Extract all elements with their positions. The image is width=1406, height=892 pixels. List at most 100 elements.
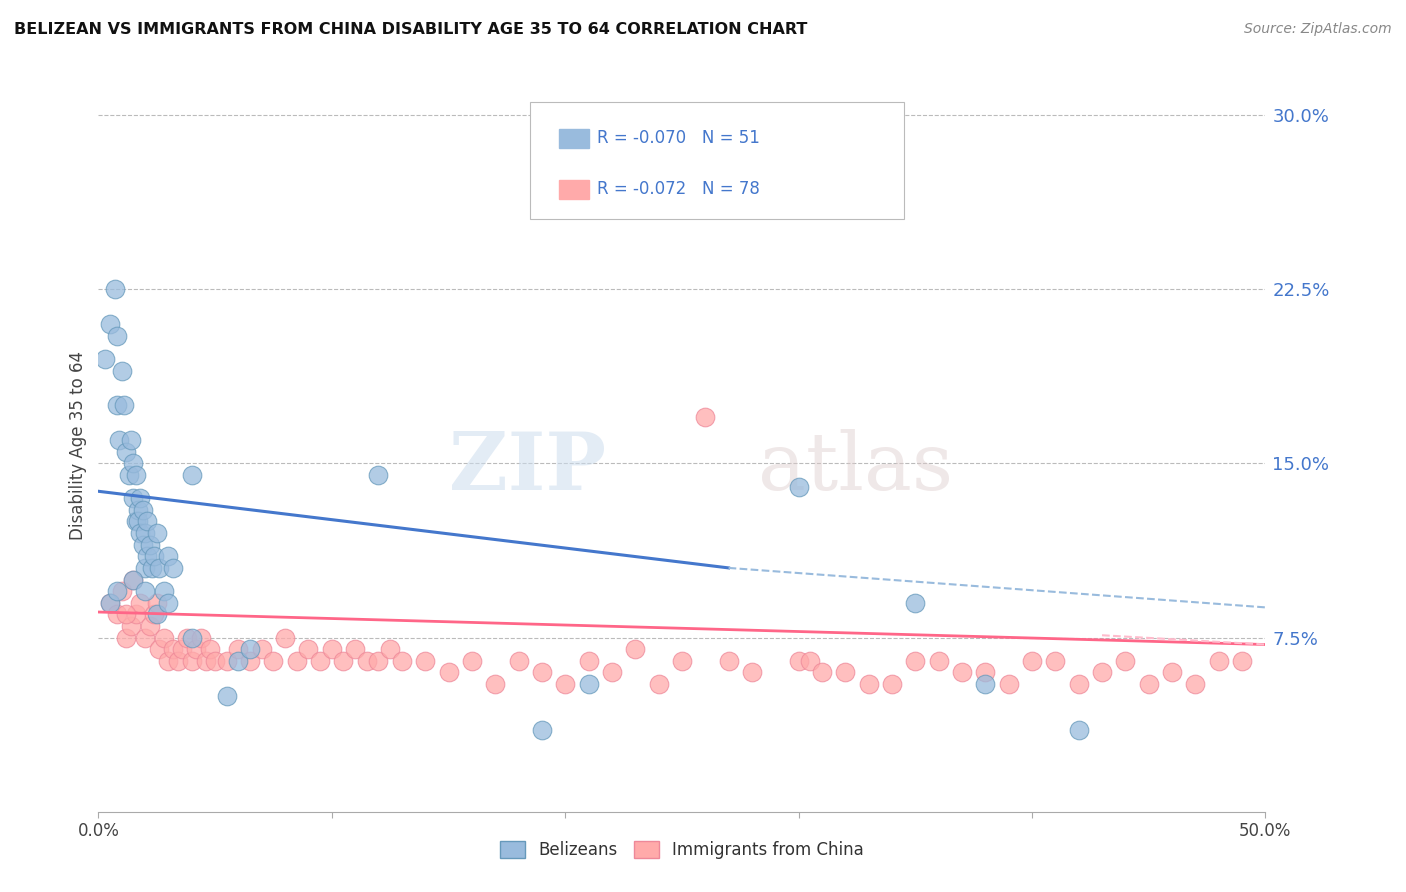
Point xyxy=(94,351,117,366)
Point xyxy=(1184,677,1206,691)
Point xyxy=(974,677,997,691)
Point xyxy=(880,677,903,691)
Point xyxy=(239,654,262,668)
Legend: Belizeans, Immigrants from China: Belizeans, Immigrants from China xyxy=(494,834,870,865)
Point xyxy=(166,654,188,668)
Point xyxy=(115,445,138,459)
Point xyxy=(274,631,297,645)
Point xyxy=(600,665,623,680)
Y-axis label: Disability Age 35 to 64: Disability Age 35 to 64 xyxy=(69,351,87,541)
Point xyxy=(787,480,810,494)
Point xyxy=(129,491,152,506)
Point xyxy=(136,549,159,564)
Point xyxy=(129,526,152,541)
Point xyxy=(297,642,319,657)
Point xyxy=(120,619,142,633)
Point xyxy=(152,631,174,645)
Point xyxy=(127,503,149,517)
Point xyxy=(228,654,250,668)
Point xyxy=(974,665,997,680)
Point xyxy=(186,642,208,657)
Point xyxy=(134,631,156,645)
Point xyxy=(146,607,169,622)
Point xyxy=(834,665,856,680)
Point xyxy=(115,607,138,622)
Point xyxy=(148,561,170,575)
Point xyxy=(194,654,217,668)
Point xyxy=(125,468,148,483)
Point xyxy=(98,596,121,610)
Point xyxy=(787,654,810,668)
Text: BELIZEAN VS IMMIGRANTS FROM CHINA DISABILITY AGE 35 TO 64 CORRELATION CHART: BELIZEAN VS IMMIGRANTS FROM CHINA DISABI… xyxy=(14,22,807,37)
Point xyxy=(391,654,413,668)
Point xyxy=(105,328,128,343)
Point xyxy=(125,515,148,529)
Point xyxy=(108,433,131,447)
Point xyxy=(143,607,166,622)
Point xyxy=(115,631,138,645)
Point xyxy=(928,654,950,668)
Point xyxy=(1230,654,1253,668)
Point xyxy=(157,549,180,564)
Point xyxy=(111,584,134,599)
Point xyxy=(105,607,128,622)
Text: atlas: atlas xyxy=(758,429,953,507)
Point xyxy=(356,654,378,668)
Point xyxy=(122,573,145,587)
Point xyxy=(624,642,647,657)
Point xyxy=(1114,654,1136,668)
Point xyxy=(132,503,155,517)
Point xyxy=(190,631,212,645)
Point xyxy=(799,654,821,668)
Point xyxy=(139,538,162,552)
Point xyxy=(162,561,184,575)
Point xyxy=(717,654,740,668)
Point xyxy=(1045,654,1067,668)
Text: ZIP: ZIP xyxy=(449,429,606,507)
Point xyxy=(647,677,669,691)
Point xyxy=(122,491,145,506)
Point xyxy=(904,654,927,668)
Point xyxy=(180,631,202,645)
Point xyxy=(461,654,484,668)
Bar xyxy=(560,129,589,147)
Point xyxy=(176,631,198,645)
Point xyxy=(143,549,166,564)
Point xyxy=(134,526,156,541)
Point xyxy=(239,642,262,657)
Point xyxy=(554,677,576,691)
Point xyxy=(250,642,273,657)
Point xyxy=(1021,654,1043,668)
Point xyxy=(204,654,226,668)
Point xyxy=(950,665,973,680)
Point xyxy=(148,642,170,657)
Point xyxy=(136,515,159,529)
Point xyxy=(215,654,238,668)
Point xyxy=(112,398,135,412)
Point xyxy=(111,363,134,377)
Point xyxy=(125,607,148,622)
Point xyxy=(321,642,343,657)
Point xyxy=(129,596,152,610)
Point xyxy=(104,282,127,296)
Point xyxy=(1067,677,1090,691)
Point xyxy=(172,642,194,657)
Point xyxy=(141,561,163,575)
Text: Source: ZipAtlas.com: Source: ZipAtlas.com xyxy=(1244,22,1392,37)
Point xyxy=(118,468,141,483)
Point xyxy=(437,665,460,680)
Point xyxy=(367,654,389,668)
Point xyxy=(162,642,184,657)
Point xyxy=(1161,665,1184,680)
Point xyxy=(309,654,332,668)
Point xyxy=(904,596,927,610)
Point xyxy=(484,677,506,691)
Point xyxy=(671,654,693,668)
Point xyxy=(858,677,880,691)
Bar xyxy=(560,180,589,199)
Point xyxy=(1067,723,1090,738)
Point xyxy=(741,665,763,680)
Point xyxy=(146,526,169,541)
Point xyxy=(200,642,222,657)
Point xyxy=(152,584,174,599)
